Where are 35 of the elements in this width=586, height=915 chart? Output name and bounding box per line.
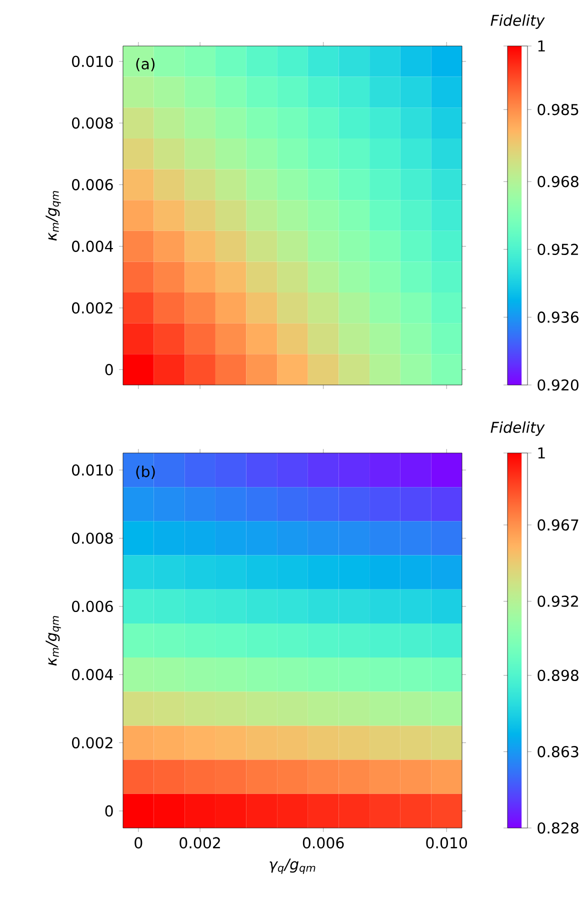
x-axis-title: γ$_{q}$/g$_{qm}$: [270, 858, 316, 874]
y-tick-label: 0.010: [72, 464, 113, 476]
color-bar-title: Fidelity: [490, 14, 545, 29]
y-tick-label: 0.008: [72, 117, 113, 129]
color-bar-label: 0.920: [538, 379, 578, 391]
y-axis-title: κ$_{m}$/g$_{qm}$: [46, 191, 61, 241]
annotation: (b): [136, 466, 155, 479]
y-tick-label: 0: [105, 805, 113, 817]
y-tick-label: 0.006: [72, 179, 113, 190]
color-bar-label: 0.898: [538, 670, 578, 682]
x-tick-label: 0.006: [302, 837, 344, 848]
color-bar-label: 0.828: [538, 822, 578, 834]
y-axis-title: κ$_{m}$/g$_{qm}$: [46, 616, 61, 666]
y-tick-label: 0.010: [72, 56, 113, 68]
color-bar-label: 0.863: [538, 746, 578, 758]
y-tick-label: 0.004: [72, 668, 113, 680]
y-tick-label: 0.002: [72, 737, 112, 748]
color-bar-title: Fidelity: [490, 421, 545, 436]
color-bar-label: 1: [538, 40, 545, 52]
color-bar-label: 0.968: [538, 176, 578, 188]
x-tick-label: 0: [134, 837, 142, 848]
y-tick-label: 0.002: [72, 302, 112, 314]
y-tick-label: 0.008: [72, 532, 113, 544]
color-bar-label: 1: [538, 448, 545, 458]
color-bar-label: 0.985: [538, 104, 578, 116]
color-bar-label: 0.936: [538, 312, 579, 323]
y-tick-label: 0.004: [72, 240, 113, 252]
color-bar-label: 0.967: [538, 519, 578, 531]
x-tick-label: 0.002: [180, 837, 220, 848]
color-bar-label: 0.952: [538, 244, 578, 256]
annotation: (a): [136, 58, 154, 72]
color-bar-label: 0.932: [538, 596, 578, 607]
y-tick-label: 0: [105, 364, 113, 376]
x-tick-label: 0.010: [426, 837, 467, 848]
y-tick-label: 0.006: [72, 600, 113, 612]
